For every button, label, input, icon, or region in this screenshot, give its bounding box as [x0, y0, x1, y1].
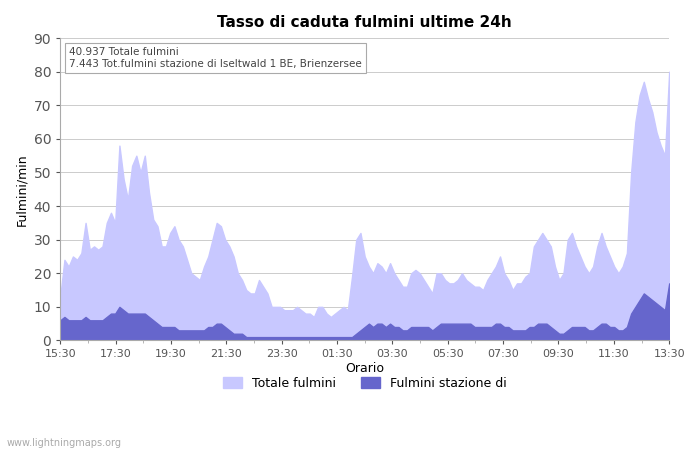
- Text: 40.937 Totale fulmini
7.443 Tot.fulmini stazione di Iseltwald 1 BE, Brienzersee: 40.937 Totale fulmini 7.443 Tot.fulmini …: [69, 47, 362, 69]
- X-axis label: Orario: Orario: [345, 362, 384, 375]
- Text: www.lightningmaps.org: www.lightningmaps.org: [7, 438, 122, 448]
- Legend: Totale fulmini, Fulmini stazione di: Totale fulmini, Fulmini stazione di: [218, 372, 511, 395]
- Title: Tasso di caduta fulmini ultime 24h: Tasso di caduta fulmini ultime 24h: [217, 15, 512, 30]
- Y-axis label: Fulmini/min: Fulmini/min: [15, 153, 28, 225]
